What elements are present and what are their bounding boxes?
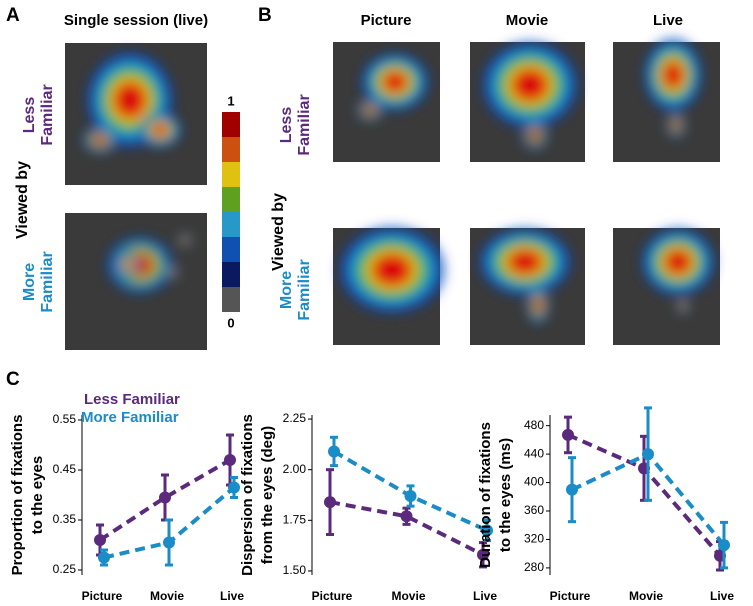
row-label: Familiar	[39, 251, 56, 312]
panel-label: B	[258, 5, 272, 26]
x-tick-label: Movie	[629, 589, 663, 603]
y-tick-label: 0.25	[53, 562, 77, 576]
point	[98, 551, 110, 564]
y-tick-label: 0.35	[53, 512, 77, 526]
y-tick-label: 360	[524, 503, 544, 517]
heatmap	[613, 227, 720, 345]
axis-label: Viewed by	[14, 161, 31, 239]
column-title: Picture	[361, 12, 412, 29]
x-tick-label: Picture	[550, 589, 591, 603]
x-tick-label: Live	[220, 589, 244, 603]
panel-label: C	[6, 369, 20, 390]
point	[328, 445, 340, 458]
y-tick-label: 320	[524, 532, 544, 546]
axis-label: Proportion of fixations	[9, 415, 26, 576]
point	[163, 536, 175, 549]
y-tick-label: 1.50	[283, 563, 307, 577]
column-title: Movie	[506, 12, 549, 29]
x-tick-label: Movie	[150, 589, 184, 603]
row-label: Less	[278, 107, 295, 144]
colorbar-label: 0	[227, 315, 234, 330]
column-title: Live	[653, 12, 683, 29]
heatmap	[65, 213, 207, 350]
point	[562, 428, 574, 441]
colorbar-label: 1	[227, 93, 234, 108]
point	[324, 496, 336, 509]
y-tick-label: 0.45	[53, 462, 77, 476]
x-tick-label: Live	[710, 589, 734, 603]
heatmap	[470, 40, 585, 162]
heatmap	[333, 42, 440, 162]
y-tick-label: 1.75	[283, 512, 307, 526]
point	[159, 491, 171, 504]
point	[566, 483, 578, 496]
axis-label: Viewed by	[270, 193, 287, 271]
heatmap	[65, 43, 207, 185]
axis-label: Duration of fixations	[477, 422, 494, 568]
point	[481, 524, 493, 537]
x-tick-label: Picture	[312, 589, 353, 603]
point	[718, 539, 730, 552]
point	[224, 454, 236, 466]
heatmap	[613, 37, 720, 162]
y-tick-label: 400	[524, 475, 544, 489]
series-line	[329, 500, 484, 557]
panel-title: Single session (live)	[64, 12, 208, 29]
y-tick-label: 440	[524, 446, 544, 460]
point	[477, 548, 489, 561]
heatmap	[333, 225, 447, 345]
point	[228, 481, 240, 494]
point	[642, 448, 654, 461]
y-tick-label: 2.25	[283, 411, 307, 425]
y-tick-label: 480	[524, 418, 544, 432]
x-tick-label: Movie	[391, 589, 425, 603]
point	[400, 510, 413, 523]
colorbar	[222, 112, 240, 312]
axis-label: to the eyes (ms)	[497, 438, 514, 552]
row-label: Less	[21, 97, 38, 134]
legend-entry: More Familiar	[81, 409, 179, 426]
x-tick-label: Picture	[82, 589, 123, 603]
heatmap	[470, 227, 585, 345]
axis-label: from the eyes (deg)	[259, 426, 276, 564]
y-tick-label: 2.00	[283, 462, 307, 476]
row-label: More	[278, 271, 295, 309]
y-tick-label: 280	[524, 560, 544, 574]
point	[94, 534, 106, 546]
row-label: Familiar	[296, 259, 313, 320]
point	[404, 490, 417, 503]
x-tick-label: Live	[473, 589, 497, 603]
legend-entry: Less Familiar	[84, 391, 180, 408]
panel-label: A	[6, 5, 20, 26]
axis-label: Dispersion of fixations	[239, 414, 256, 576]
y-tick-label: 0.55	[53, 412, 77, 426]
row-label: More	[21, 263, 38, 301]
row-label: Familiar	[39, 84, 56, 145]
axis-label: to the eyes	[29, 456, 46, 534]
series-line	[98, 458, 231, 542]
row-label: Familiar	[296, 94, 313, 155]
